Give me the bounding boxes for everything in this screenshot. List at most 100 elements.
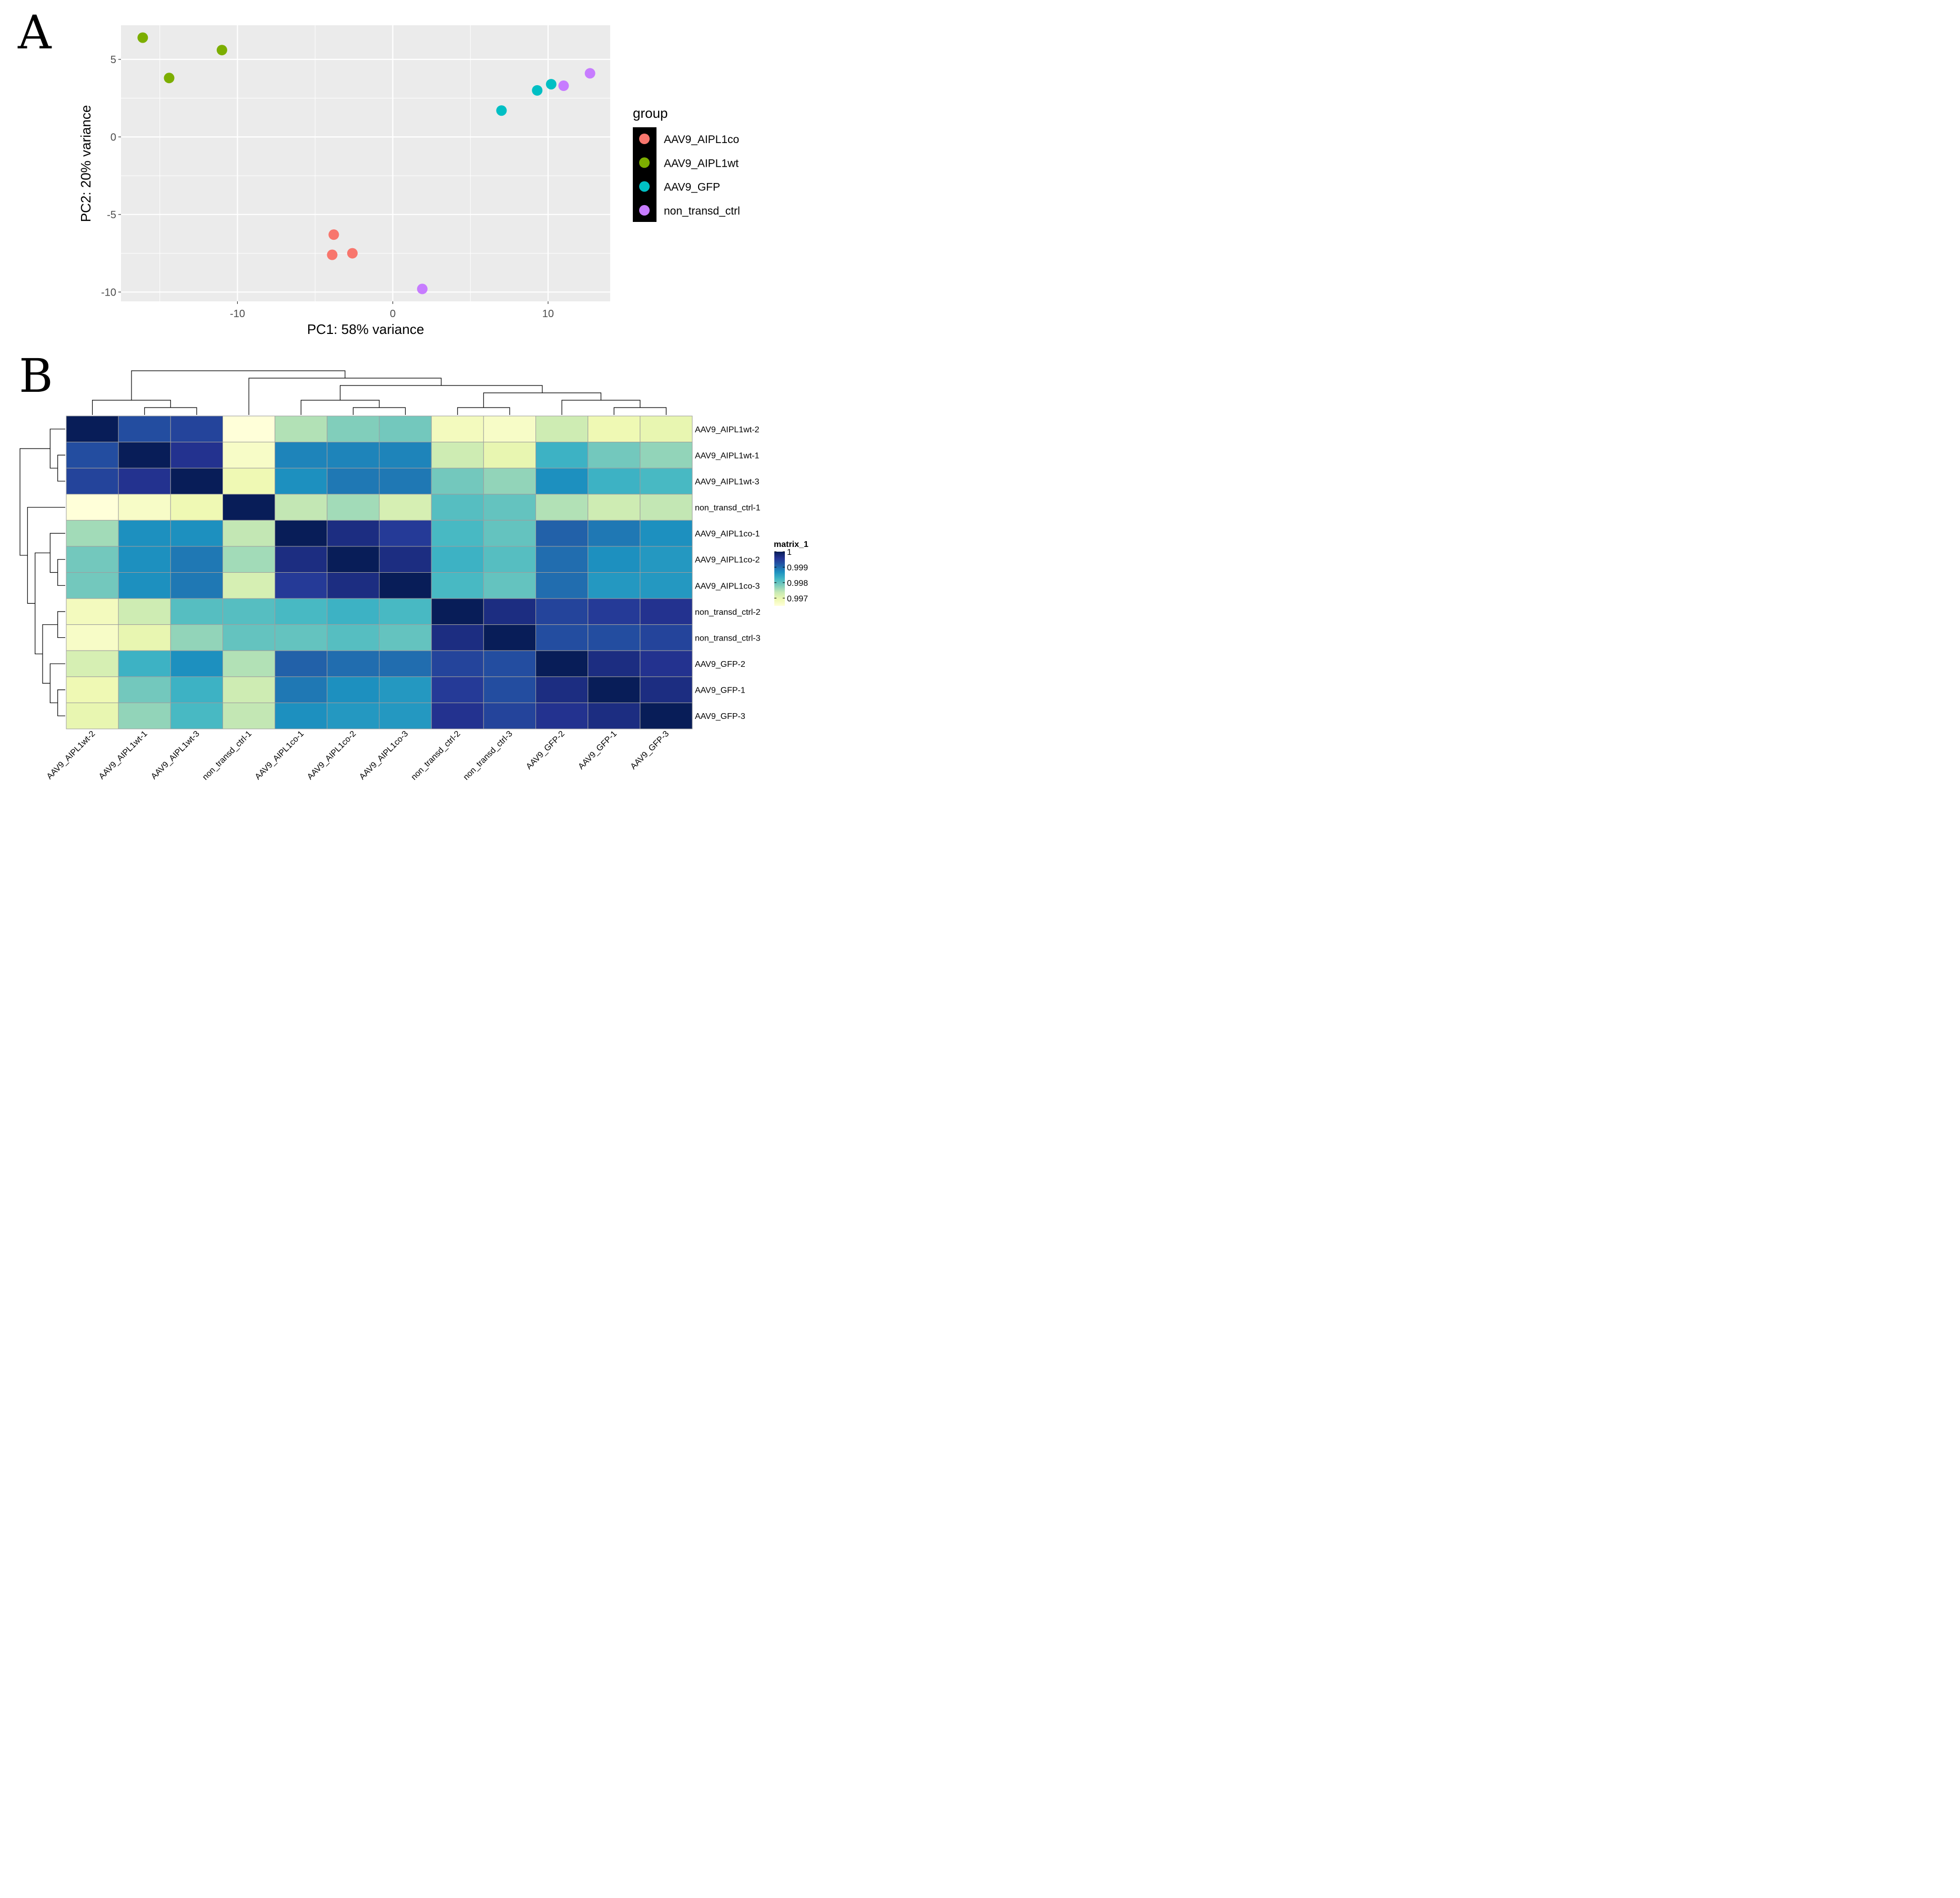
heatmap-cell xyxy=(170,624,224,651)
heatmap-cell xyxy=(431,702,484,729)
heatmap-cell xyxy=(483,702,536,729)
grid-lines xyxy=(121,25,610,301)
legend-label-non-transd-ctrl: non_transd_ctrl xyxy=(664,205,740,217)
heatmap-cell xyxy=(275,520,328,547)
point-aav9-aipl1wt xyxy=(164,73,175,84)
figure-canvas: A B -10 0 10 5 0 -5 -10 PC1: 58% variance PC2:… xyxy=(17,5,809,782)
heatmap-cell xyxy=(379,598,432,625)
heatmap-cell xyxy=(379,415,432,443)
heatmap-cell xyxy=(379,650,432,677)
row-label: AAV9_AIPL1co-1 xyxy=(695,530,760,539)
heatmap-cell xyxy=(327,415,380,443)
heatmap-cell xyxy=(66,442,119,469)
legend-key-non-transd-ctrl xyxy=(639,205,650,216)
heatmap-cell xyxy=(588,598,641,625)
heatmap-cell xyxy=(640,572,693,599)
heatmap-cell xyxy=(275,702,328,729)
color-scale-bar xyxy=(774,552,785,606)
dendrogram-branch xyxy=(248,378,442,415)
heatmap-cell xyxy=(640,650,693,677)
point-aav9-gfp xyxy=(496,105,507,116)
legend-key-aav9-aipl1co xyxy=(639,134,650,144)
row-label: AAV9_AIPL1wt-3 xyxy=(695,478,760,486)
column-label: AAV9_GFP-3 xyxy=(629,729,671,772)
heatmap-cell xyxy=(483,494,536,521)
heatmap-cell xyxy=(640,598,693,625)
heatmap-border xyxy=(66,415,693,729)
heatmap-cell xyxy=(118,676,171,703)
dendrogram-branch xyxy=(131,370,346,400)
heatmap-cell xyxy=(223,702,276,729)
heatmap-cell xyxy=(275,442,328,469)
color-scale-title: matrix_1 xyxy=(774,540,809,549)
heatmap-cell xyxy=(536,468,589,495)
data-points xyxy=(137,32,595,295)
heatmap: AAV9_AIPL1wt-2AAV9_AIPL1wt-1AAV9_AIPL1wt… xyxy=(19,370,809,782)
legend-key-aav9-aipl1wt xyxy=(639,157,650,168)
heatmap-cell xyxy=(275,494,328,521)
heatmap-cell xyxy=(170,676,224,703)
y-tick-label: 5 xyxy=(110,54,116,66)
heatmap-cell xyxy=(379,572,432,599)
row-label: AAV9_GFP-3 xyxy=(695,712,745,721)
heatmap-cell xyxy=(170,520,224,547)
heatmap-cell xyxy=(536,598,589,625)
heatmap-cell xyxy=(170,650,224,677)
heatmap-cell xyxy=(118,442,171,469)
heatmap-cell xyxy=(118,572,171,599)
heatmap-cell xyxy=(66,702,119,729)
row-label: AAV9_AIPL1wt-1 xyxy=(695,451,760,460)
dendrogram-branch xyxy=(144,407,197,415)
legend-items: AAV9_AIPL1co AAV9_AIPL1wt AAV9_GFP non_tran… xyxy=(639,134,740,217)
heatmap-cell xyxy=(223,598,276,625)
heatmap-cell xyxy=(431,415,484,443)
point-non-transd-ctrl xyxy=(584,68,595,79)
heatmap-cell xyxy=(223,650,276,677)
y-tick-label: -10 xyxy=(101,287,116,298)
column-labels: AAV9_AIPL1wt-2 AAV9_AIPL1wt-1 AAV9_AIPL1wt… xyxy=(45,729,671,782)
color-scale-tick-label: 0.998 xyxy=(787,579,808,588)
y-axis-title: PC2: 20% variance xyxy=(78,105,94,222)
point-aav9-gfp xyxy=(545,79,557,90)
point-non-transd-ctrl xyxy=(558,80,569,92)
heatmap-cell xyxy=(536,624,589,651)
color-scale-tick-label: 1 xyxy=(787,548,792,557)
column-label: AAV9_AIPL1wt-1 xyxy=(97,729,149,781)
heatmap-cell xyxy=(170,494,224,521)
color-scale-tick-label: 0.997 xyxy=(787,594,808,603)
heatmap-cell xyxy=(536,520,589,547)
heatmap-cell xyxy=(66,520,119,547)
heatmap-cell xyxy=(223,415,276,443)
heatmap-cell xyxy=(483,572,536,599)
heatmap-cell xyxy=(118,546,171,573)
column-label: non_transd_ctrl-1 xyxy=(201,729,254,782)
dendrogram-branch xyxy=(57,559,65,586)
heatmap-cell xyxy=(66,468,119,495)
row-dendrogram xyxy=(19,429,65,716)
legend-title: group xyxy=(633,105,668,121)
heatmap-cell xyxy=(536,415,589,443)
heatmap-cell xyxy=(640,546,693,573)
heatmap-cell xyxy=(327,598,380,625)
color-scale-ticks: 1 0.999 0.998 0.997 xyxy=(774,548,808,603)
heatmap-cell xyxy=(327,442,380,469)
dendrogram-branch xyxy=(352,407,406,415)
heatmap-cell xyxy=(588,494,641,521)
heatmap-cell xyxy=(483,442,536,469)
heatmap-cell xyxy=(275,572,328,599)
heatmap-cell xyxy=(223,676,276,703)
heatmap-cell xyxy=(223,494,276,521)
heatmap-cell xyxy=(379,468,432,495)
x-tick-label: 10 xyxy=(542,308,554,320)
dendrogram-branch xyxy=(57,611,65,638)
heatmap-cell xyxy=(275,598,328,625)
heatmap-cell xyxy=(588,572,641,599)
heatmap-cell xyxy=(431,624,484,651)
point-aav9-aipl1co xyxy=(347,248,358,259)
heatmap-cell xyxy=(640,702,693,729)
heatmap-cell xyxy=(170,546,224,573)
point-aav9-aipl1wt xyxy=(216,45,227,56)
point-aav9-aipl1co xyxy=(328,229,339,240)
heatmap-cell xyxy=(223,442,276,469)
heatmap-cell xyxy=(588,650,641,677)
